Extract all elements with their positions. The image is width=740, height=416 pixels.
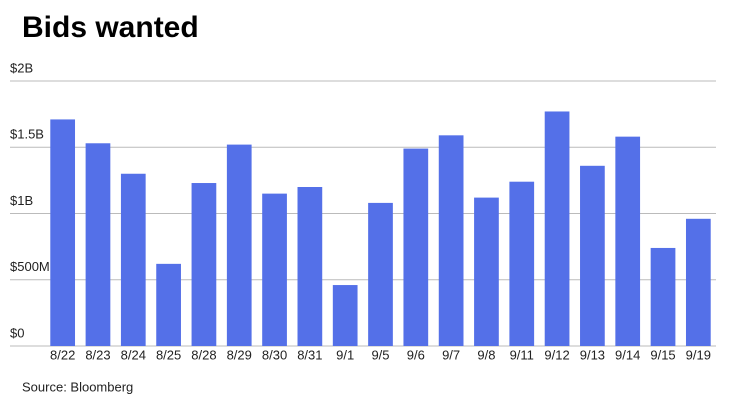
bar	[580, 165, 605, 346]
y-tick-label: $2B	[10, 60, 33, 75]
bar	[438, 135, 464, 346]
bar	[685, 218, 711, 346]
bar	[474, 197, 499, 346]
x-tick-label: 8/29	[227, 347, 252, 362]
bar	[226, 144, 252, 346]
bar	[85, 143, 111, 346]
x-tick-label: 8/22	[50, 347, 75, 362]
x-tick-label: 8/28	[191, 347, 216, 362]
x-tick-label: 9/11	[510, 347, 534, 362]
bar	[332, 285, 358, 346]
bar	[262, 193, 287, 346]
x-tick-label: 9/12	[544, 347, 569, 362]
x-tick-label: 9/5	[371, 347, 389, 362]
x-tick-label: 8/31	[297, 347, 322, 362]
x-tick-label: 9/1	[336, 347, 354, 362]
chart-title: Bids wanted	[22, 11, 199, 44]
x-tick-label: 9/14	[615, 347, 640, 362]
y-tick-label: $0	[10, 325, 24, 340]
x-tick-label: 9/8	[477, 347, 495, 362]
x-tick-label: 9/15	[650, 347, 675, 362]
bar	[50, 119, 76, 346]
x-tick-label: 8/30	[262, 347, 287, 362]
y-tick-label: $500M	[10, 259, 50, 274]
x-tick-label: 8/23	[85, 347, 110, 362]
bar	[297, 187, 323, 346]
bar	[509, 181, 535, 346]
bar	[191, 183, 217, 346]
x-tick-label: 9/13	[580, 347, 605, 362]
bar	[156, 263, 181, 346]
y-tick-label: $1.5B	[10, 127, 44, 142]
bar	[403, 148, 429, 346]
y-tick-label: $1B	[10, 193, 33, 208]
x-tick-label: 9/19	[686, 347, 711, 362]
bar	[120, 173, 146, 346]
bar	[615, 136, 641, 346]
x-tick-label: 8/24	[121, 347, 146, 362]
bar	[544, 111, 570, 346]
source-note: Source: Bloomberg	[22, 379, 133, 394]
x-tick-label: 9/7	[442, 347, 460, 362]
bar	[650, 247, 676, 346]
bar	[368, 202, 393, 346]
x-tick-label: 8/25	[156, 347, 181, 362]
x-tick-label: 9/6	[407, 347, 425, 362]
